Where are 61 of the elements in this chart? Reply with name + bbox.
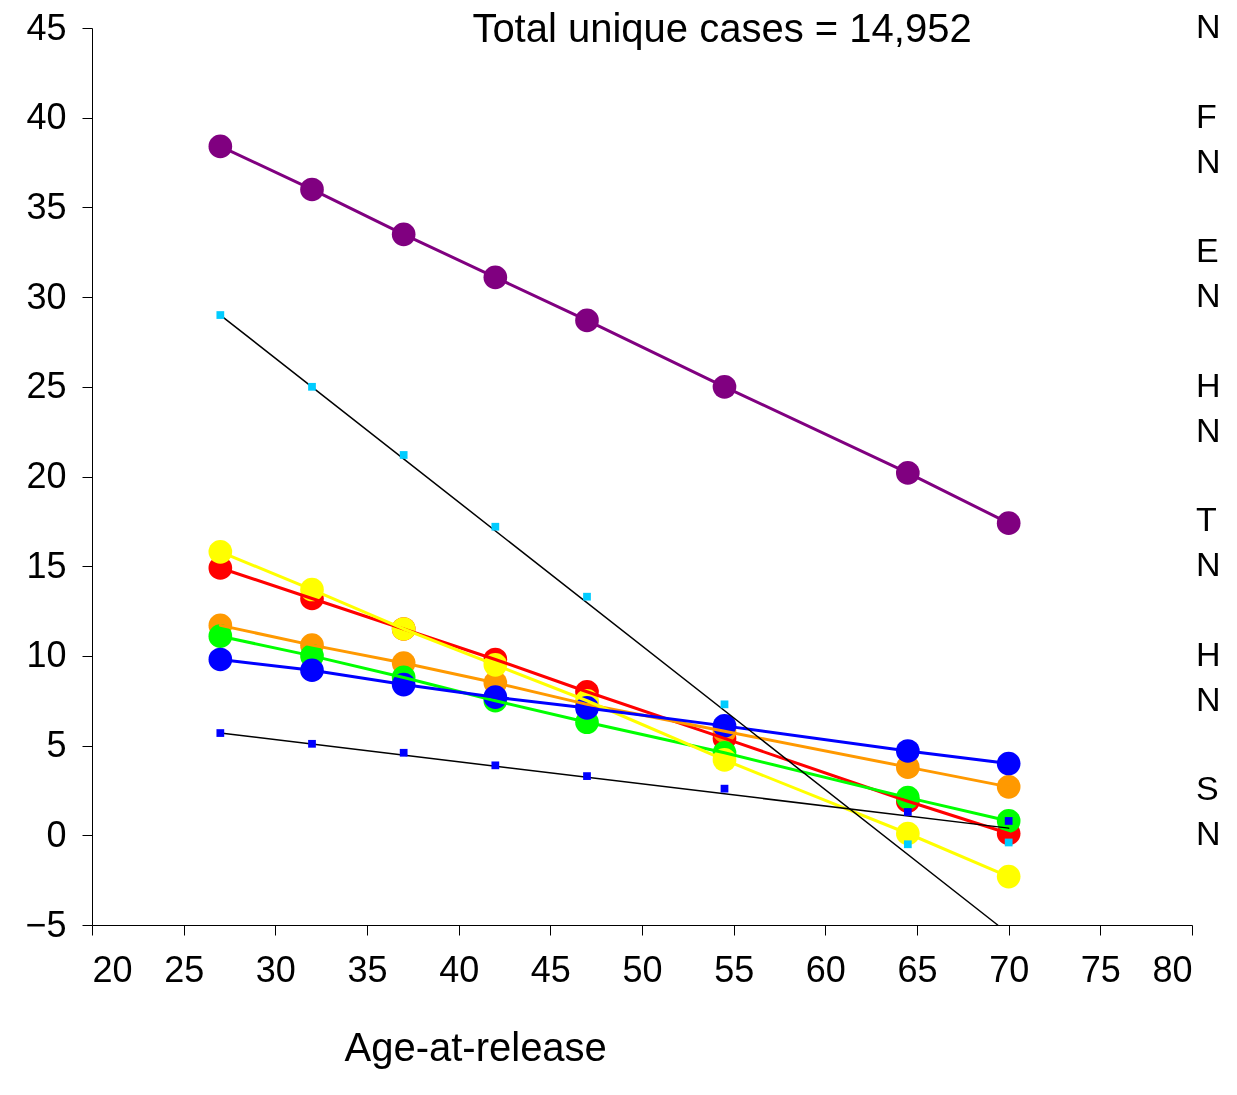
point (1004, 838, 1013, 847)
text: N (1196, 679, 1221, 718)
y-tick-label: 10 (26, 634, 67, 676)
point (996, 864, 1021, 889)
text: N (1196, 410, 1221, 449)
point (903, 840, 912, 849)
x-tick-label: 25 (164, 948, 205, 990)
point (399, 451, 408, 459)
x-tick-label: 80 (1152, 948, 1193, 990)
y-tick-label: 0 (46, 813, 67, 855)
point (216, 311, 225, 319)
text: T (1196, 500, 1217, 539)
text: N (1196, 141, 1221, 180)
point (308, 382, 316, 391)
point (583, 772, 591, 780)
x-tick-label: 70 (989, 948, 1030, 990)
point (491, 522, 500, 531)
point (583, 592, 591, 601)
text: N (1196, 7, 1221, 45)
y-tick-label: 45 (26, 6, 67, 48)
x-tick-label: 55 (714, 948, 755, 990)
point (208, 540, 233, 564)
x-tick-label: 60 (805, 948, 846, 990)
x-tick-label: 75 (1080, 948, 1121, 990)
x-tick-label: 30 (255, 948, 296, 990)
y-tick-label: 15 (26, 544, 67, 586)
y-tick-label: 5 (46, 724, 67, 766)
y-tick-label: 20 (26, 455, 67, 496)
x-tick-label: 35 (347, 948, 388, 990)
text: H (1196, 365, 1221, 404)
point (996, 775, 1021, 799)
y-tick-label: 35 (26, 185, 67, 227)
point (903, 808, 912, 816)
point (491, 761, 500, 770)
point (996, 751, 1021, 776)
y-tick-label: 40 (26, 96, 67, 138)
text: N (1196, 545, 1221, 584)
text: H (1196, 634, 1221, 673)
text: N (1196, 276, 1221, 315)
text: F (1196, 96, 1217, 135)
x-axis-title: Age-at-release (344, 1024, 607, 1069)
y-tick-label: 25 (26, 365, 67, 407)
x-tick-label: 40 (439, 948, 480, 990)
point (399, 748, 408, 757)
point (208, 134, 233, 159)
point (720, 700, 729, 709)
point (308, 739, 316, 748)
x-tick-label: 45 (530, 948, 571, 990)
x-tick-label: 20 (92, 948, 133, 990)
y-tick-label: −5 (25, 903, 67, 945)
point (996, 511, 1021, 535)
point (216, 729, 225, 737)
x-tick-label: 50 (622, 948, 663, 990)
y-tick-label: 30 (26, 275, 67, 317)
x-tick-label: 65 (897, 948, 938, 990)
text: S (1196, 769, 1219, 808)
chart-title: Total unique cases = 14,952 (472, 6, 972, 50)
text: E (1196, 231, 1219, 270)
point (720, 784, 729, 793)
point (208, 647, 233, 672)
text: N (1196, 814, 1221, 853)
